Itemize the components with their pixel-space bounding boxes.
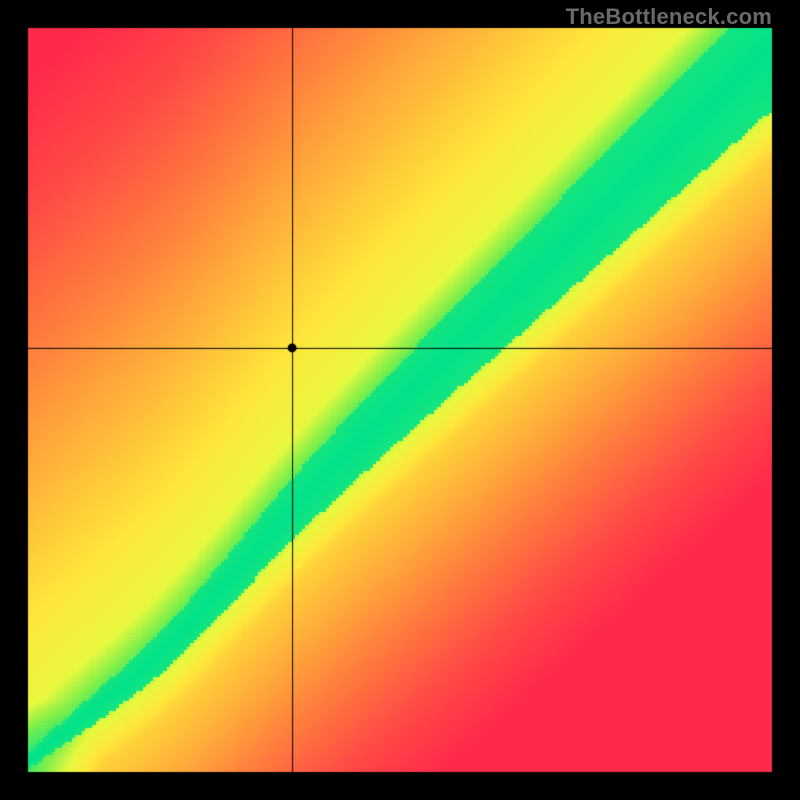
watermark-text: TheBottleneck.com: [566, 4, 772, 30]
bottleneck-heatmap-canvas: [0, 0, 800, 800]
chart-stage: { "watermark": { "text": "TheBottleneck.…: [0, 0, 800, 800]
